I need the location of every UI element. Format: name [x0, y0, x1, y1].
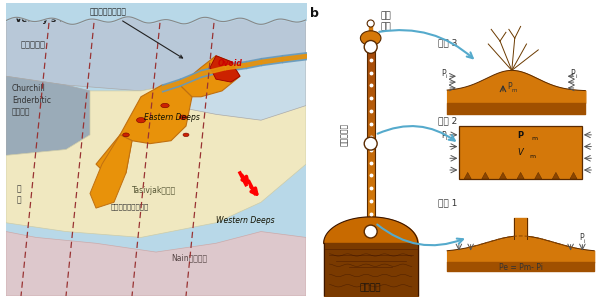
Text: 块状及角砾状硫化物: 块状及角砾状硫化物: [111, 203, 149, 210]
Text: 区域 3: 区域 3: [438, 39, 458, 48]
Text: 含硫化物橄榄长岩: 含硫化物橄榄长岩: [90, 8, 182, 58]
Polygon shape: [570, 172, 577, 179]
Text: 断
裂: 断 裂: [17, 184, 21, 204]
Text: Voisey's Bay: Voisey's Bay: [15, 15, 78, 24]
Text: 顶端: 顶端: [380, 22, 391, 31]
Text: i: i: [575, 74, 577, 79]
Polygon shape: [210, 56, 240, 82]
Polygon shape: [90, 135, 132, 208]
Polygon shape: [499, 172, 506, 179]
Circle shape: [364, 40, 377, 54]
Text: Tasivjak片麻岩: Tasivjak片麻岩: [132, 187, 176, 196]
Text: Western Deeps: Western Deeps: [216, 216, 275, 225]
Text: P: P: [441, 69, 446, 78]
Text: b: b: [310, 7, 319, 20]
Text: P: P: [580, 233, 584, 242]
Polygon shape: [120, 85, 192, 144]
Polygon shape: [482, 172, 489, 179]
Text: P: P: [441, 131, 446, 140]
Circle shape: [364, 225, 377, 238]
Text: Ovoid: Ovoid: [218, 59, 242, 68]
Polygon shape: [6, 3, 306, 91]
Text: m: m: [529, 154, 536, 159]
Text: P: P: [508, 83, 512, 91]
Text: Nain正片麻岩: Nain正片麻岩: [171, 254, 207, 263]
Polygon shape: [6, 56, 306, 237]
Text: 细岩浆通道: 细岩浆通道: [340, 123, 349, 147]
Ellipse shape: [137, 118, 146, 123]
Ellipse shape: [179, 115, 187, 120]
Polygon shape: [517, 172, 524, 179]
Text: 区域 1: 区域 1: [438, 198, 458, 207]
Polygon shape: [6, 231, 306, 296]
Text: V: V: [518, 148, 523, 157]
Polygon shape: [6, 76, 90, 155]
Polygon shape: [535, 172, 542, 179]
Polygon shape: [96, 135, 132, 179]
Text: Pe = Pm- Pi: Pe = Pm- Pi: [499, 263, 542, 271]
Circle shape: [364, 137, 377, 150]
Ellipse shape: [183, 133, 189, 137]
Text: m: m: [512, 89, 517, 93]
Circle shape: [367, 20, 374, 27]
Text: m: m: [531, 136, 537, 141]
Bar: [459, 126, 583, 179]
Text: i: i: [584, 239, 586, 244]
Polygon shape: [553, 172, 559, 179]
Text: i: i: [446, 74, 447, 79]
Text: P: P: [571, 69, 575, 78]
Text: Churchill
Enderbitic
正片麻岩: Churchill Enderbitic 正片麻岩: [12, 84, 51, 116]
Text: P: P: [518, 131, 524, 140]
Text: 通道: 通道: [380, 12, 391, 21]
Polygon shape: [464, 172, 471, 179]
Polygon shape: [171, 56, 306, 120]
Text: 区域 2: 区域 2: [438, 116, 458, 125]
Text: i: i: [446, 136, 447, 141]
Ellipse shape: [161, 103, 169, 108]
Polygon shape: [180, 56, 240, 97]
Text: 橄榄辉长岩: 橄榄辉长岩: [21, 40, 46, 49]
Ellipse shape: [361, 31, 381, 45]
Ellipse shape: [123, 133, 130, 137]
Text: a: a: [11, 7, 19, 20]
Text: Eastern Deeps: Eastern Deeps: [144, 113, 200, 122]
Text: 岩浆储库: 岩浆储库: [360, 284, 382, 293]
